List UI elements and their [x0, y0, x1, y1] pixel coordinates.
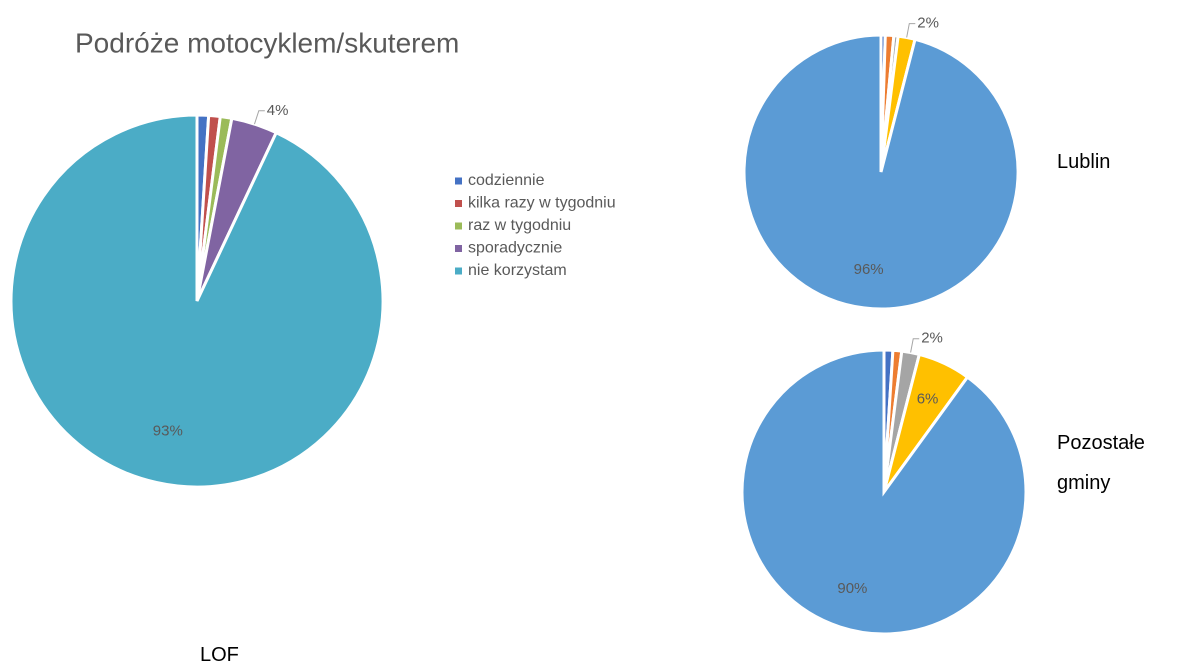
legend-swatch [455, 267, 462, 275]
legend-label: raz w tygodniu [468, 217, 571, 234]
data-label: 96% [854, 261, 884, 278]
data-label: 2% [917, 15, 939, 32]
leader-line [906, 23, 916, 38]
chart-title: Podróże motocyklem/skuterem [75, 27, 459, 58]
pie-slice [742, 33, 1020, 311]
legend-label: sporadycznie [468, 240, 562, 257]
data-label: 90% [837, 580, 867, 597]
pie-slice [9, 113, 385, 489]
legend-label: kilka razy w tygodniu [468, 195, 616, 212]
pie-slice [740, 348, 1028, 636]
pie-label: Lublin [1057, 151, 1111, 173]
pie-label: LOF [200, 644, 239, 666]
legend-swatch [455, 177, 462, 185]
legend-swatch [455, 200, 462, 207]
leader-line [254, 110, 265, 125]
leader-line [910, 338, 920, 353]
legend-label: codziennie [468, 172, 545, 189]
data-label: 6% [917, 390, 939, 407]
data-label: 4% [267, 102, 289, 119]
legend-swatch [455, 245, 462, 252]
legend-label: nie korzystam [468, 262, 567, 279]
pie-label: Pozostałe gminy [1057, 432, 1145, 494]
data-label: 93% [153, 423, 183, 440]
data-label: 2% [921, 330, 943, 347]
legend-swatch [455, 222, 462, 230]
